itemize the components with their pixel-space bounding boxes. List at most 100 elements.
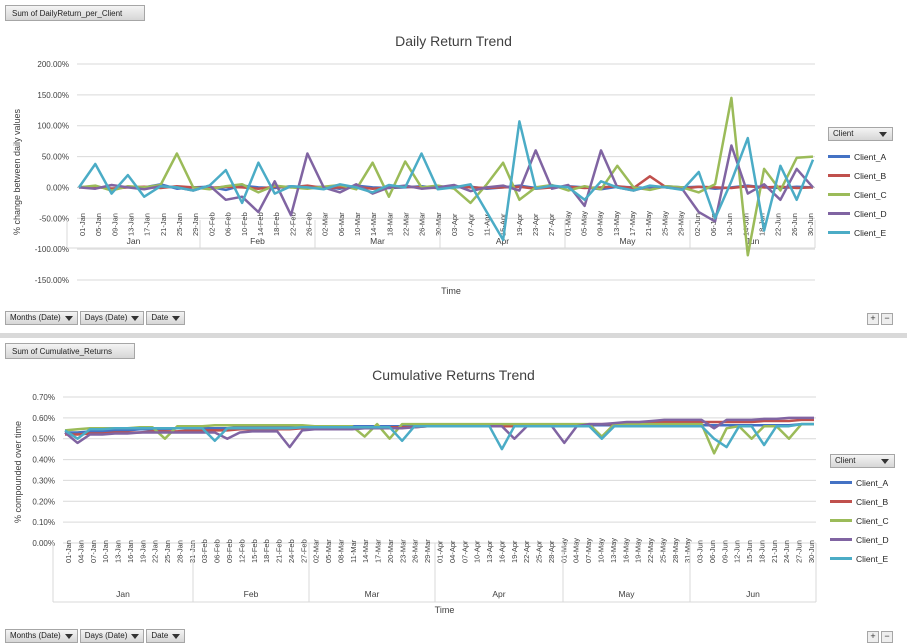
value-field-button[interactable]: Sum of DailyReturn_per_Client xyxy=(5,5,145,21)
x-tick-label: 21-Feb xyxy=(275,539,284,563)
axis-field-button[interactable]: Date xyxy=(146,311,186,325)
month-label: Jun xyxy=(746,236,760,246)
month-label: May xyxy=(618,589,635,599)
x-tick-label: 13-Apr xyxy=(485,540,494,563)
month-label: Feb xyxy=(244,589,259,599)
dropdown-arrow-icon xyxy=(131,634,140,639)
month-label: May xyxy=(619,236,636,246)
series-line-client-e xyxy=(64,422,814,451)
x-tick-label: 20-Mar xyxy=(386,539,395,563)
legend-filter-button[interactable]: Client xyxy=(830,454,895,468)
legend-label: Client_B xyxy=(856,496,889,507)
x-tick-label: 23-Apr xyxy=(531,213,540,236)
x-tick-label: 29-May xyxy=(677,211,686,236)
x-tick-label: 26-Mar xyxy=(418,212,427,236)
x-tick-label: 09-Jan xyxy=(110,213,119,236)
axis-field-button[interactable]: Months (Date) xyxy=(5,629,78,643)
x-tick-label: 28-Apr xyxy=(547,540,556,563)
y-tick-label: -50.00% xyxy=(39,214,69,223)
x-tick-label: 11-Apr xyxy=(482,214,491,236)
x-tick-label: 16-Jan xyxy=(126,540,135,563)
month-label: Feb xyxy=(250,236,265,246)
x-tick-label: 02-Feb xyxy=(207,212,216,236)
x-tick-label: 17-Jan xyxy=(143,213,152,236)
x-tick-label: 19-Apr xyxy=(515,213,524,236)
y-tick-label: 0.00% xyxy=(46,183,69,192)
legend-filter-button[interactable]: Client xyxy=(828,127,893,141)
y-tick-label: 150.00% xyxy=(37,91,69,100)
series-line-client-e xyxy=(77,120,815,242)
x-tick-label: 01-Apr xyxy=(436,540,445,563)
x-tick-label: 04-Apr xyxy=(448,540,457,563)
x-tick-label: 10-May xyxy=(596,538,605,563)
legend-swatch xyxy=(830,519,852,522)
x-tick-label: 01-May xyxy=(563,211,572,236)
x-tick-label: 18-Feb xyxy=(262,539,271,563)
legend-swatch xyxy=(830,500,852,503)
dropdown-arrow-icon xyxy=(64,316,73,321)
legend-entry: Client_B xyxy=(828,166,893,185)
collapse-button[interactable]: − xyxy=(881,313,893,325)
x-tick-label: 22-Jan xyxy=(151,540,160,563)
legend-swatch xyxy=(828,155,850,158)
x-tick-label: 07-May xyxy=(584,538,593,563)
x-tick-label: 12-Feb xyxy=(237,539,246,563)
x-tick-label: 14-Mar xyxy=(361,539,370,563)
x-tick-label: 06-Feb xyxy=(224,212,233,236)
x-tick-label: 25-May xyxy=(658,538,667,563)
collapse-button[interactable]: − xyxy=(881,631,893,643)
x-tick-label: 09-Feb xyxy=(225,539,234,563)
x-tick-label: 03-Jun xyxy=(696,540,705,563)
legend-swatch xyxy=(830,481,852,484)
axis-field-buttons: Months (Date) Days (Date) Date xyxy=(5,311,186,325)
y-tick-label: 0.10% xyxy=(32,518,55,527)
x-tick-label: 21-Jun xyxy=(770,540,779,563)
axis-field-button[interactable]: Days (Date) xyxy=(79,311,145,325)
daily-return-plot: 200.00% 150.00% 100.00% 50.00% 0.00% -50.00% -… xyxy=(12,60,816,296)
axis-field-buttons: Months (Date) Days (Date) Date xyxy=(5,629,186,643)
legend-label: Client_A xyxy=(856,477,889,488)
legend-entry: Client_C xyxy=(830,511,895,530)
legend-label: Client_A xyxy=(854,151,887,162)
x-tick-label: 02-Jun xyxy=(693,213,702,236)
y-tick-label: -100.00% xyxy=(35,245,69,254)
dropdown-arrow-icon xyxy=(172,634,181,639)
x-tick-label: 25-Apr xyxy=(535,540,544,563)
axis-field-button[interactable]: Days (Date) xyxy=(79,629,145,643)
chart-title: Cumulative Returns Trend xyxy=(372,367,535,383)
x-tick-label: 12-Jun xyxy=(733,540,742,563)
expand-button[interactable]: + xyxy=(867,631,879,643)
legend-entry: Client_A xyxy=(830,473,895,492)
x-tick-label: 06-Feb xyxy=(213,539,222,563)
x-tick-label: 24-Feb xyxy=(287,539,296,563)
x-tick-label: 01-Jan xyxy=(78,213,87,236)
legend-entry: Client_C xyxy=(828,185,893,204)
expand-button[interactable]: + xyxy=(867,313,879,325)
series-line-client-c xyxy=(64,422,814,455)
x-tick-label: 22-Jun xyxy=(774,213,783,236)
value-field-button[interactable]: Sum of Cumulative_Returns xyxy=(5,343,135,359)
cumulative-returns-chart-panel: Sum of Cumulative_Returns Cumulative Ret… xyxy=(0,338,907,643)
x-tick-label: 25-May xyxy=(660,211,669,236)
x-tick-label: 10-Jan xyxy=(101,540,110,563)
x-tick-label: 05-Jan xyxy=(94,213,103,236)
x-tick-label: 15-Apr xyxy=(499,213,508,236)
axis-field-button[interactable]: Date xyxy=(146,629,186,643)
legend-label: Client_D xyxy=(854,208,887,219)
dropdown-arrow-icon xyxy=(64,634,73,639)
x-tick-label: 24-Jun xyxy=(782,540,791,563)
x-tick-label: 06-Mar xyxy=(337,212,346,236)
x-tick-label: 05-Mar xyxy=(324,539,333,563)
chart-divider xyxy=(0,333,907,338)
x-tick-label: 16-Apr xyxy=(497,540,506,563)
x-tick-label: 26-Mar xyxy=(411,539,420,563)
axis-field-label: Days (Date) xyxy=(84,313,128,322)
x-tick-label: 06-Jun xyxy=(709,213,718,236)
x-tick-label: 25-Jan xyxy=(163,540,172,563)
x-tick-label: 28-May xyxy=(671,538,680,563)
dropdown-arrow-icon xyxy=(879,132,887,137)
x-tick-label: 21-May xyxy=(644,211,653,236)
axis-field-button[interactable]: Months (Date) xyxy=(5,311,78,325)
x-tick-label: 30-Jun xyxy=(806,213,815,236)
y-tick-label: 50.00% xyxy=(42,153,69,162)
